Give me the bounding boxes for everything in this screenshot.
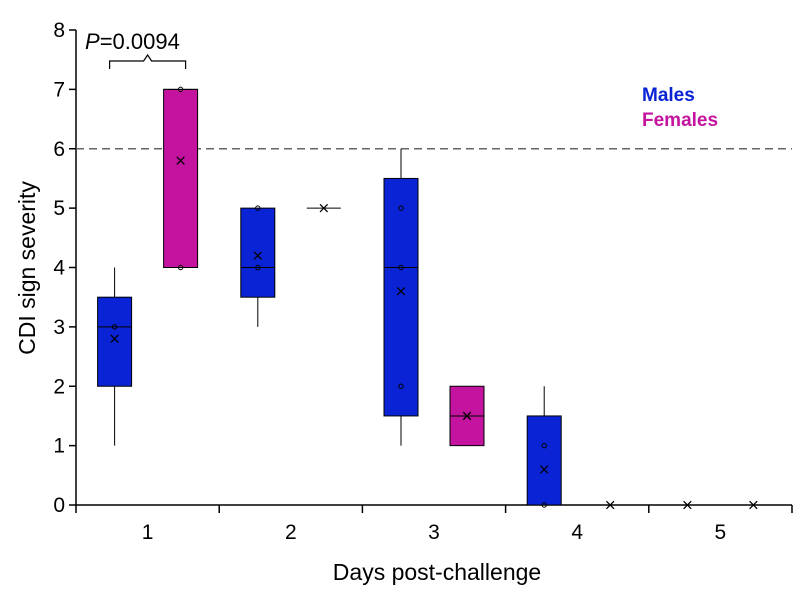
data-point (398, 383, 404, 389)
box-females-day-2 (306, 203, 341, 213)
y-tick-label: 2 (53, 375, 65, 398)
data-point (255, 264, 261, 271)
data-point (111, 324, 118, 330)
mean-marker (539, 465, 549, 474)
x-tick-label: 3 (428, 521, 440, 544)
p-value-annotation: P=0.0094 (85, 29, 180, 54)
y-tick-label: 1 (53, 435, 65, 458)
legend-males: Males (642, 85, 695, 106)
mean-marker (683, 500, 692, 510)
box-females-day-3 (449, 385, 485, 447)
data-point (541, 442, 547, 449)
data-point (398, 205, 404, 211)
y-ticks-group: 0 1 2 3 4 5 6 7 8 (53, 19, 76, 517)
box-males-day-5 (670, 500, 705, 510)
y-tick-label: 8 (53, 19, 65, 42)
mean-marker (110, 334, 119, 344)
mean-marker (462, 411, 472, 421)
y-tick-label: 6 (53, 138, 65, 161)
box-rect (526, 415, 562, 506)
significance-bracket (109, 53, 187, 69)
mean-marker (319, 203, 329, 213)
box-females-day-5 (736, 500, 771, 510)
mean-marker (605, 500, 615, 510)
x-ticks-group: 1 2 3 4 5 (75, 505, 793, 544)
box-females-day-4 (593, 500, 628, 510)
box-rect (240, 207, 276, 298)
p-value-number: =0.0094 (100, 29, 180, 54)
box-males-day-1 (97, 267, 133, 446)
data-point (398, 264, 404, 271)
box-rect (97, 296, 133, 387)
y-tick-label: 5 (53, 197, 65, 220)
x-tick-label: 2 (285, 521, 297, 544)
mean-marker (253, 251, 263, 260)
data-point (255, 205, 261, 211)
legend-females: Females (642, 110, 718, 131)
mean-marker (176, 156, 185, 165)
box-males-day-3 (383, 148, 419, 446)
box-males-day-4 (526, 386, 562, 508)
p-value-letter: P (85, 29, 100, 54)
box-females-day-1 (163, 86, 199, 271)
y-tick-label: 4 (53, 257, 65, 280)
mean-marker (396, 286, 406, 296)
y-tick-label: 0 (53, 494, 65, 517)
data-point (177, 86, 184, 93)
x-tick-label: 5 (715, 521, 727, 544)
x-tick-label: 4 (571, 521, 583, 544)
x-tick-label: 1 (142, 521, 154, 544)
data-point (541, 502, 547, 508)
mean-marker (749, 500, 758, 510)
y-tick-label: 7 (53, 78, 65, 101)
y-tick-label: 3 (53, 316, 65, 339)
y-axis-title: CDI sign severity (14, 181, 40, 355)
box-males-day-2 (240, 205, 276, 327)
box-rect (383, 177, 419, 417)
boxes-group (97, 86, 771, 510)
box-rect (163, 88, 199, 268)
x-axis-title: Days post-challenge (333, 559, 541, 585)
data-point (177, 264, 184, 271)
